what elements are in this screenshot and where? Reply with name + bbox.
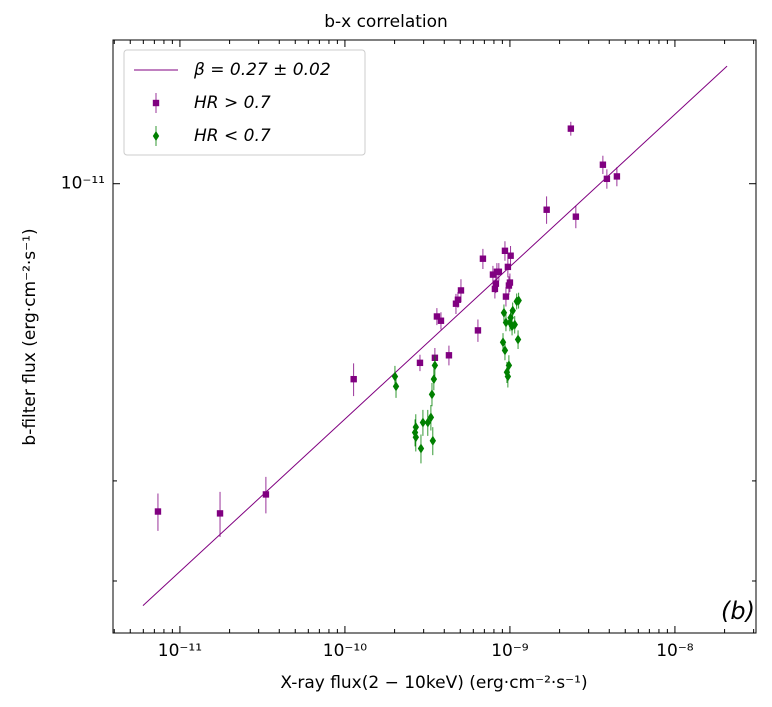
square-marker xyxy=(454,296,462,303)
square-marker xyxy=(504,263,512,271)
diamond-marker xyxy=(507,312,514,323)
square-marker xyxy=(152,99,160,107)
square-marker xyxy=(216,510,224,517)
legend: β = 0.27 ± 0.02 HR > 0.7 HR < 0.7 xyxy=(123,49,366,156)
y-tick-label: 10⁻¹¹ xyxy=(61,174,105,194)
legend-label: β = 0.27 ± 0.02 xyxy=(193,60,331,80)
diamond-marker xyxy=(504,371,512,382)
plot-frame xyxy=(112,39,757,634)
square-marker xyxy=(416,359,424,367)
x-tick-label: 10⁻⁸ xyxy=(656,641,694,661)
diamond-marker xyxy=(511,319,518,330)
diamond-marker xyxy=(431,360,439,371)
diamond-marker xyxy=(515,295,522,306)
square-marker xyxy=(495,268,503,275)
square-marker xyxy=(262,491,270,498)
square-marker xyxy=(613,173,621,180)
diamond-marker xyxy=(429,435,437,446)
annotation: (b) xyxy=(721,597,755,625)
x-tick-label: 10⁻¹⁰ xyxy=(323,641,367,661)
square-marker xyxy=(506,279,514,286)
x-tick-label: 10⁻¹¹ xyxy=(158,641,202,661)
legend-label: HR > 0.7 xyxy=(194,93,271,113)
legend-label: HR < 0.7 xyxy=(194,126,271,146)
chart-title: b-x correlation xyxy=(324,12,448,32)
diamond-marker xyxy=(428,389,436,400)
square-marker xyxy=(457,287,465,294)
y-axis-label: b-filter flux (erg·cm⁻²·s⁻¹) xyxy=(20,228,40,445)
diamond-marker xyxy=(419,417,427,428)
diamond-marker xyxy=(514,334,522,345)
square-marker xyxy=(492,280,500,287)
square-marker xyxy=(474,327,482,334)
diamond-marker xyxy=(412,432,420,443)
legend-box xyxy=(123,49,366,156)
diamond-marker xyxy=(509,305,516,316)
square-marker xyxy=(572,213,580,220)
diamond-marker xyxy=(505,360,513,371)
square-marker xyxy=(350,375,357,383)
square-marker xyxy=(452,300,460,307)
x-tick-label: 10⁻⁹ xyxy=(491,641,529,661)
square-marker xyxy=(603,175,611,183)
fit-line xyxy=(142,65,728,606)
square-marker xyxy=(479,255,487,262)
square-marker xyxy=(501,247,509,255)
square-marker xyxy=(543,206,550,213)
square-marker xyxy=(437,317,445,324)
diamond-marker xyxy=(391,371,399,382)
square-marker xyxy=(433,313,441,320)
diamond-marker xyxy=(502,317,510,328)
square-marker xyxy=(507,252,514,259)
square-marker xyxy=(502,293,510,300)
diamond-marker xyxy=(392,381,400,392)
square-marker xyxy=(154,508,162,515)
diamond-marker xyxy=(427,412,435,423)
square-marker xyxy=(599,161,607,168)
x-axis-label: X-ray flux(2 − 10keV) (erg·cm⁻²·s⁻¹) xyxy=(280,673,587,693)
diamond-marker xyxy=(417,443,425,454)
square-marker xyxy=(445,352,453,359)
diamond-marker xyxy=(501,345,509,356)
square-marker xyxy=(489,271,497,278)
square-marker xyxy=(491,285,499,293)
diamond-marker xyxy=(430,374,438,385)
square-marker xyxy=(567,125,575,132)
